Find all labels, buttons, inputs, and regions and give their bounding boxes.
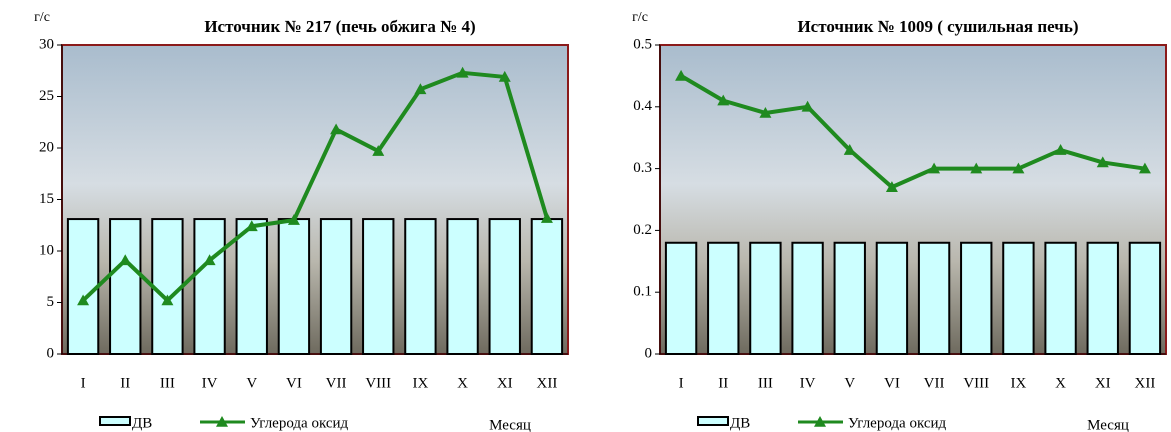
x-tick-label: II xyxy=(718,375,728,391)
bar xyxy=(405,219,435,354)
x-tick-label: IX xyxy=(413,375,429,391)
bar xyxy=(110,219,140,354)
x-tick-label: II xyxy=(120,375,130,391)
x-tick-label: XII xyxy=(1135,375,1156,391)
x-tick-label: VI xyxy=(884,375,900,391)
charts: Источник № 217 (печь обжига № 4) г/с 0 5 10 1… xyxy=(0,0,1171,432)
bar xyxy=(279,219,309,354)
x-tick-label: VII xyxy=(924,375,945,391)
y-axis-label: г/с xyxy=(34,10,50,25)
x-tick-label: X xyxy=(1055,375,1066,391)
legend-label: Углерода оксид xyxy=(848,415,947,431)
y-tick-label: 0 xyxy=(645,345,653,361)
y-tick-label: 10 xyxy=(39,242,54,258)
bar xyxy=(1003,243,1033,354)
bar xyxy=(490,219,520,354)
chart-title: Источник № 217 (печь обжига № 4) xyxy=(204,17,475,36)
bar xyxy=(152,219,182,354)
x-tick-label: XII xyxy=(537,375,558,391)
y-tick-label: 5 xyxy=(47,294,55,310)
x-tick-label: X xyxy=(457,375,468,391)
x-tick-label: I xyxy=(81,375,86,391)
chart-title: Источник № 1009 ( сушильная печь) xyxy=(797,17,1078,36)
bar xyxy=(961,243,991,354)
legend-swatch xyxy=(698,417,728,425)
bar xyxy=(1130,243,1160,354)
y-tick-label: 0.2 xyxy=(633,222,652,238)
bar xyxy=(194,219,224,354)
bar xyxy=(321,219,351,354)
bar xyxy=(1045,243,1075,354)
x-tick-label: VIII xyxy=(963,375,989,391)
x-tick-label: IV xyxy=(800,375,816,391)
bar xyxy=(68,219,98,354)
x-tick-label: III xyxy=(160,375,175,391)
bar xyxy=(708,243,738,354)
y-tick-label: 25 xyxy=(39,88,54,104)
bar xyxy=(532,219,562,354)
y-tick-label: 0.4 xyxy=(633,98,652,114)
x-tick-label: VII xyxy=(326,375,347,391)
bar xyxy=(835,243,865,354)
x-tick-label: V xyxy=(844,375,855,391)
y-tick-label: 0 xyxy=(47,345,55,361)
bar xyxy=(919,243,949,354)
y-tick-label: 0.3 xyxy=(633,160,652,176)
legend-swatch xyxy=(100,417,130,425)
bar xyxy=(750,243,780,354)
x-tick-label: VIII xyxy=(365,375,391,391)
x-tick-label: IX xyxy=(1011,375,1027,391)
legend-label: Углерода оксид xyxy=(250,415,349,431)
y-axis-label: г/с xyxy=(632,10,648,25)
x-tick-label: IV xyxy=(202,375,218,391)
bar xyxy=(1088,243,1118,354)
bar xyxy=(792,243,822,354)
y-tick-label: 20 xyxy=(39,139,54,155)
y-tick-label: 15 xyxy=(39,191,54,207)
y-tick-label: 0.5 xyxy=(633,36,652,52)
x-tick-label: XI xyxy=(497,375,513,391)
y-tick-label: 0.1 xyxy=(633,284,652,300)
bar xyxy=(666,243,696,354)
x-tick-label: VI xyxy=(286,375,302,391)
x-tick-label: V xyxy=(246,375,257,391)
bar xyxy=(363,219,393,354)
bar xyxy=(877,243,907,354)
y-tick-label: 30 xyxy=(39,36,54,52)
x-tick-label: XI xyxy=(1095,375,1111,391)
x-axis-label: Месяц xyxy=(1087,417,1129,432)
legend-label: ДВ xyxy=(132,415,152,431)
x-tick-label: I xyxy=(679,375,684,391)
x-axis-label: Месяц xyxy=(489,417,531,432)
bar xyxy=(237,219,267,354)
x-tick-label: III xyxy=(758,375,773,391)
bar xyxy=(447,219,477,354)
legend-label: ДВ xyxy=(730,415,750,431)
